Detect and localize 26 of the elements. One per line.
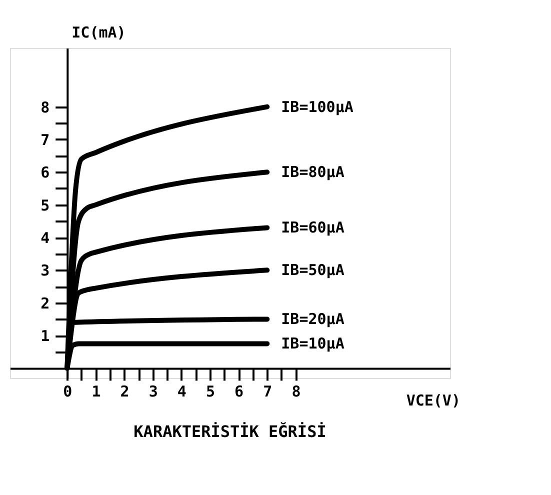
y-tick-label: 1 [40,327,50,346]
series-label: IB=80µA [281,163,344,182]
x-tick-label: 0 [63,382,72,401]
x-tick-label: 5 [206,382,216,401]
y-tick-label: 7 [40,130,50,149]
x-axis-title: VCE(V) [406,392,460,410]
x-tick-label: 2 [120,382,130,401]
x-tick-label: 1 [92,382,101,401]
series-label: IB=50µA [281,261,344,280]
y-tick-label: 5 [40,196,50,214]
series-label: IB=20µA [281,310,344,328]
y-axis-title: IC(mA) [72,24,126,42]
series-label: IB=10µA [281,334,344,353]
y-tick-label: 8 [40,98,50,116]
x-tick-label: 7 [263,382,272,401]
text: KARAKTERİSTİK EĞRİSİ [134,422,326,442]
series-label: IB=60µA [281,218,344,237]
y-tick-label: 2 [40,294,50,312]
x-tick-label: 8 [292,382,301,401]
y-tick-label: 3 [40,262,50,280]
x-tick-label: 6 [234,382,244,401]
y-tick-label: 4 [40,229,50,248]
y-tick-label: 6 [40,164,50,182]
series-label: IB=100µA [281,98,354,116]
x-tick-label: 4 [177,382,186,401]
x-tick-label: 3 [148,382,158,401]
